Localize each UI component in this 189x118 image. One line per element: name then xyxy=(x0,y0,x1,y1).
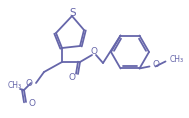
Text: CH₃: CH₃ xyxy=(170,55,184,64)
Text: O: O xyxy=(29,99,36,108)
Text: CH₃: CH₃ xyxy=(8,82,22,91)
Text: O: O xyxy=(153,60,160,69)
Text: S: S xyxy=(70,8,76,18)
Text: O: O xyxy=(91,46,98,55)
Text: O: O xyxy=(68,74,75,82)
Text: O: O xyxy=(26,78,33,88)
